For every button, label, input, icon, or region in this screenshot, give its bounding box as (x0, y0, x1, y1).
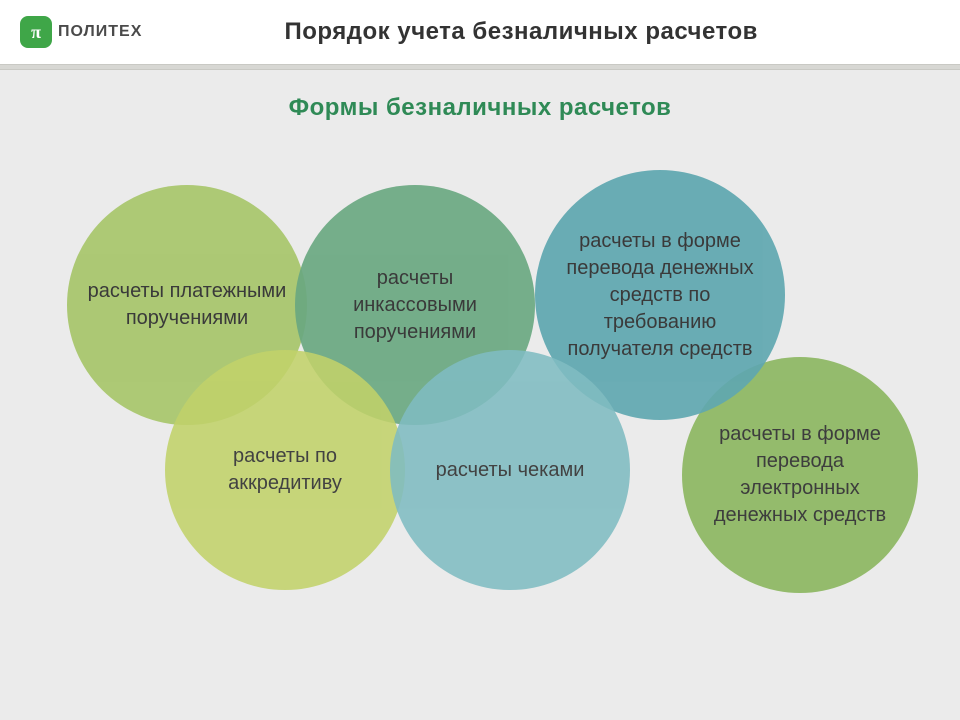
logo-badge-icon: π (20, 16, 52, 48)
circle-label: расчеты чеками (436, 457, 585, 484)
circle-c4: расчеты чеками (390, 350, 630, 590)
circle-label: расчеты платежными поручениями (87, 278, 287, 332)
circle-label: расчеты в форме перевода электронных ден… (702, 421, 898, 529)
subtitle: Формы безналичных расчетов (0, 94, 960, 122)
circle-label: расчеты инкассовыми поручениями (315, 265, 515, 346)
circle-label: расчеты по аккредитиву (185, 443, 385, 497)
page-title: Порядок учета безналичных расчетов (142, 18, 940, 46)
header-rule (0, 64, 960, 70)
circle-label: расчеты в форме перевода денежных средст… (555, 228, 765, 363)
circle-c2: расчеты по аккредитиву (165, 350, 405, 590)
header-bar: π ПОЛИТЕХ Порядок учета безналичных расч… (0, 0, 960, 64)
logo: π ПОЛИТЕХ (20, 16, 142, 48)
logo-text: ПОЛИТЕХ (58, 23, 142, 41)
forms-diagram: расчеты платежными поручениями расчеты по… (0, 140, 960, 680)
